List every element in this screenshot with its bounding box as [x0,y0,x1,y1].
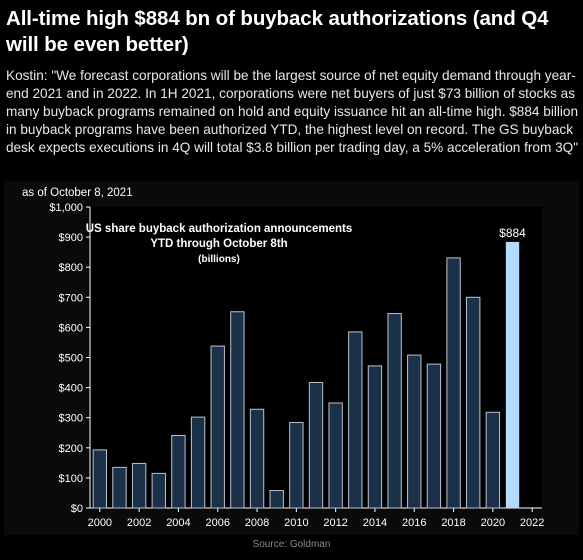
x-tick-label: 2014 [363,517,387,529]
chart-panel: as of October 8, 2021 $0 $100 $200 $300 $400… [4,181,579,535]
source-note: Source: Goldman [252,539,331,550]
chart-title-line-2: YTD through October 8th [150,238,287,250]
x-tick-label: 2010 [284,517,308,529]
y-tick-label: $700 [59,292,83,304]
y-tick-label: $300 [59,413,83,425]
bar-2010 [289,422,304,509]
x-tick-label: 2000 [88,517,112,529]
x-tick-label: 2020 [481,517,505,529]
y-tick-label: $1,000 [49,202,83,214]
bar-2020 [485,411,501,509]
bar-2011 [308,381,324,509]
bar-2005 [190,416,206,509]
bar-2007 [230,311,245,509]
y-tick-label: $400 [59,383,83,395]
y-tick-label: $200 [59,443,83,455]
chart-title-line-3: (billions) [198,254,240,265]
y-tick-label: $600 [59,322,83,334]
bar-2019 [466,296,481,509]
chart-title-line-1: US share buyback authorization announcem… [86,223,352,235]
bar-2018 [446,257,461,509]
x-tick-label: 2018 [441,517,465,529]
bar-2008 [249,408,265,509]
bar-2004 [171,434,186,509]
x-tick-label: 2022 [520,517,544,529]
buyback-chart: as of October 8, 2021 $0 $100 $200 $300 $400… [22,187,544,529]
headline: All-time high $884 bn of buyback authori… [6,7,549,56]
bar-2003 [151,472,166,509]
y-tick-label: $500 [59,353,83,365]
bar-2009 [269,490,284,509]
highlight-bar-label: $884 [499,226,526,240]
bar-2015 [387,313,402,509]
bar-2001 [112,466,127,509]
y-tick-label: $900 [59,232,83,244]
bar-2000 [92,449,108,509]
bar-2016 [407,354,422,509]
x-tick-label: 2016 [402,517,426,529]
bar-2021 [505,241,520,508]
quote-paragraph: Kostin: "We forecast corporations will b… [6,68,579,155]
date-note: as of October 8, 2021 [22,187,133,199]
y-tick-label: $0 [71,503,83,515]
y-tick-label: $100 [59,473,83,485]
bar-2006 [210,345,225,509]
y-tick-label: $800 [59,262,83,274]
bar-2013 [348,331,363,509]
x-tick-label: 2004 [166,517,190,529]
x-tick-label: 2008 [245,517,269,529]
bar-2014 [367,365,383,509]
bar-2012 [328,402,343,509]
bar-2017 [426,363,442,509]
x-tick-label: 2012 [323,517,347,529]
x-tick-label: 2006 [205,517,229,529]
x-tick-label: 2002 [127,517,151,529]
bar-2002 [131,462,147,509]
